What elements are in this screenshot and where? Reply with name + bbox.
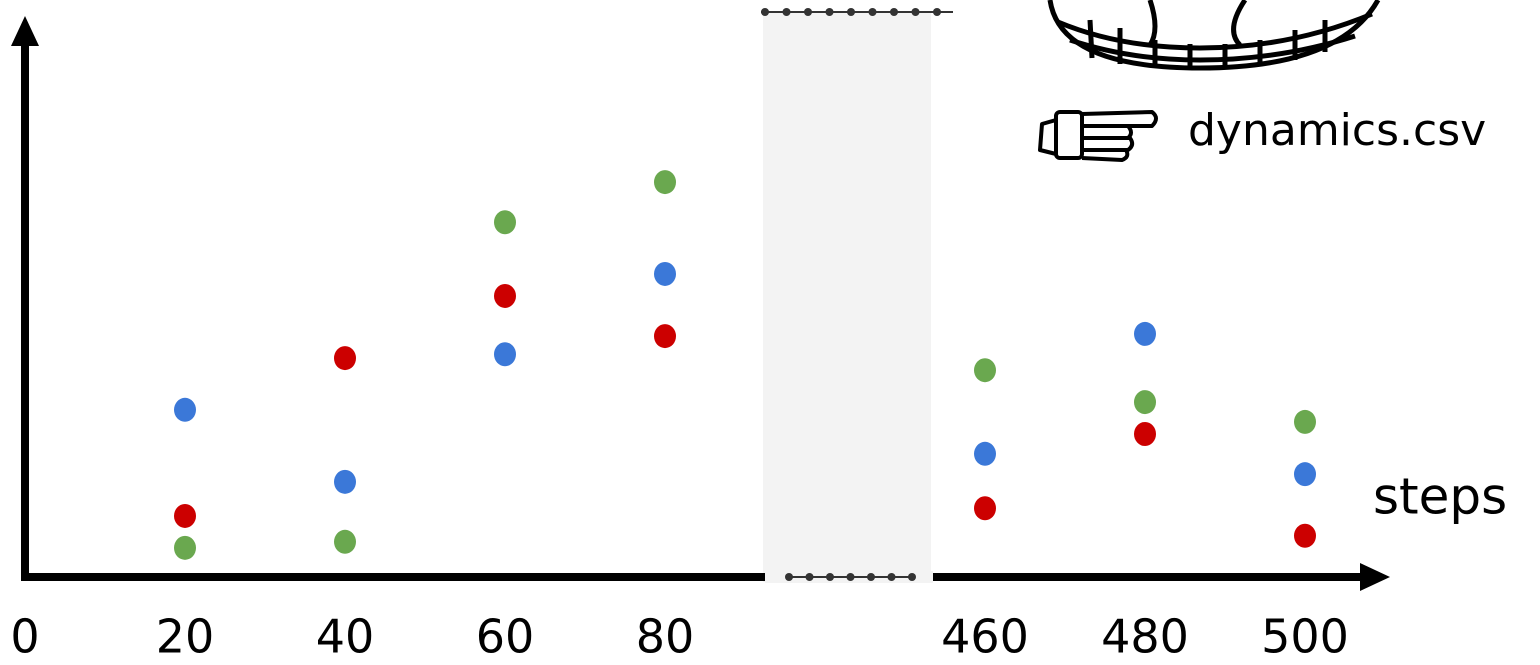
break-dot (868, 8, 877, 16)
x-axis-arrow (1360, 563, 1390, 591)
data-point (1134, 422, 1156, 446)
break-dot (785, 573, 793, 581)
break-dot (761, 8, 769, 16)
data-point (974, 358, 996, 383)
file-annotation: dynamics.csv (1188, 105, 1486, 156)
break-dot (867, 573, 875, 581)
data-point (494, 283, 516, 308)
x-tick-label: 20 (156, 610, 215, 664)
data-point (974, 441, 996, 466)
data-point (1294, 523, 1316, 548)
data-point (494, 210, 516, 235)
data-point (654, 324, 676, 349)
data-point (1294, 462, 1316, 487)
break-dot (908, 573, 916, 581)
data-point (1134, 390, 1156, 415)
x-tick-label: 480 (1101, 610, 1189, 664)
break-dot (887, 573, 896, 581)
break-dot (782, 8, 791, 16)
pointing-hand-icon (1038, 110, 1158, 162)
x-tick-label: 40 (316, 610, 375, 664)
y-axis-arrow (11, 16, 39, 46)
data-point (494, 342, 516, 367)
break-dot (847, 8, 855, 16)
x-tick-label: 80 (636, 610, 695, 664)
decoration (763, 0, 1381, 582)
data-point (654, 170, 676, 195)
data-point (334, 529, 356, 554)
x-axis-label: steps (1373, 468, 1507, 526)
data-point (174, 397, 196, 422)
break-dot (846, 573, 855, 581)
data-point (1294, 409, 1316, 434)
break-dot (804, 8, 812, 16)
data-point (974, 496, 996, 521)
dome-icon (1047, 0, 1381, 71)
data-point (334, 469, 356, 494)
break-dot (826, 573, 834, 581)
x-tick-label: 60 (476, 610, 535, 664)
break-dot (933, 8, 941, 16)
x-tick-label: 460 (941, 610, 1029, 664)
axis-break-band (763, 12, 931, 582)
data-point (1134, 321, 1156, 346)
data-point (174, 503, 196, 528)
break-dot (825, 8, 834, 16)
break-dot (805, 573, 814, 581)
break-dot (890, 8, 898, 16)
x-tick-label: 0 (10, 610, 39, 664)
data-point (654, 261, 676, 286)
x-tick-label: 500 (1261, 610, 1349, 664)
data-point (174, 535, 196, 560)
break-dot (911, 8, 920, 16)
data-point (334, 346, 356, 371)
axes (11, 8, 1390, 591)
